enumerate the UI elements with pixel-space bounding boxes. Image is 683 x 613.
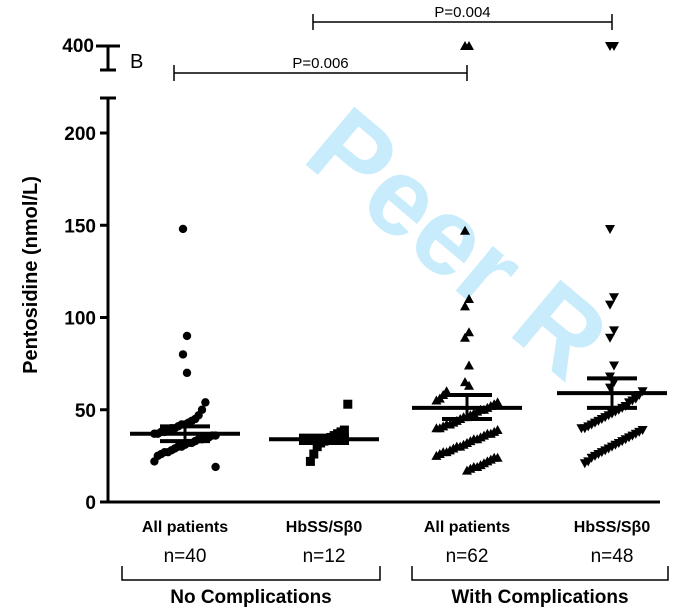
- comparison-bracket: [312, 14, 613, 30]
- y-axis: 0 50 100 150 200 400: [62, 36, 660, 514]
- y-tick-label: 150: [64, 216, 96, 237]
- data-point: [464, 360, 474, 370]
- group-bracket: [411, 566, 669, 581]
- data-point: [605, 224, 615, 234]
- category-label: HbSS/Sβ0: [574, 519, 651, 536]
- y-tick-label: 50: [75, 401, 96, 422]
- data-point: [178, 224, 188, 234]
- data-point: [460, 301, 470, 311]
- data-point: [464, 294, 474, 304]
- category-labels: All patients n=40 HbSS/Sβ0 n=12 All patients…: [142, 519, 650, 567]
- y-tick-label: 0: [85, 493, 96, 514]
- p-value-label: P=0.004: [434, 4, 490, 21]
- data-point: [182, 331, 192, 341]
- group-label: No Complications: [170, 587, 332, 608]
- group-label: With Complications: [451, 587, 628, 608]
- n-label: n=12: [303, 546, 346, 567]
- data-point: [605, 300, 615, 310]
- data-point: [460, 225, 470, 235]
- category-label: HbSS/Sβ0: [286, 519, 363, 536]
- n-label: n=62: [446, 546, 489, 567]
- data-point: [464, 327, 474, 337]
- data-point: [431, 450, 442, 460]
- y-axis-title: Pentosidine (nmol/L): [20, 176, 42, 374]
- data-point: [464, 380, 474, 390]
- data-point: [609, 326, 619, 336]
- n-label: n=40: [164, 546, 207, 567]
- data-point: [201, 398, 210, 407]
- data-point: [609, 361, 619, 371]
- data-point: [460, 332, 470, 342]
- axis-upper-segment: [96, 44, 120, 72]
- comparison-bracket: [173, 65, 468, 81]
- data-point: [431, 395, 442, 405]
- watermark: Peer R: [285, 84, 631, 402]
- data-point: [150, 457, 159, 466]
- p-value-label: P=0.006: [292, 55, 348, 72]
- group-brackets: No Complications With Complications: [121, 566, 669, 608]
- data-point: [178, 350, 188, 359]
- group-bracket: [121, 566, 381, 581]
- data-point: [305, 456, 315, 466]
- category-label: All patients: [142, 519, 228, 536]
- y-tick-label: 200: [64, 124, 96, 145]
- comparison-brackets: P=0.006 P=0.004: [173, 4, 613, 81]
- data-point: [609, 42, 619, 51]
- data-point: [464, 41, 474, 50]
- panel-label: B: [130, 51, 143, 73]
- data-point: [579, 459, 590, 469]
- data-point: [431, 423, 442, 433]
- data-point: [609, 293, 619, 303]
- data-point: [182, 368, 192, 378]
- y-tick-label: 400: [62, 36, 94, 57]
- data-point: [309, 449, 319, 459]
- data-point: [462, 465, 472, 475]
- data-point: [343, 399, 353, 409]
- y-tick-label: 100: [64, 309, 96, 330]
- data-point: [605, 333, 615, 343]
- mean-sem-bars: [130, 376, 667, 445]
- data-point: [312, 442, 322, 452]
- data-point: [211, 462, 220, 472]
- n-label: n=48: [591, 546, 634, 567]
- category-label: All patients: [424, 519, 510, 536]
- data-point: [576, 424, 587, 434]
